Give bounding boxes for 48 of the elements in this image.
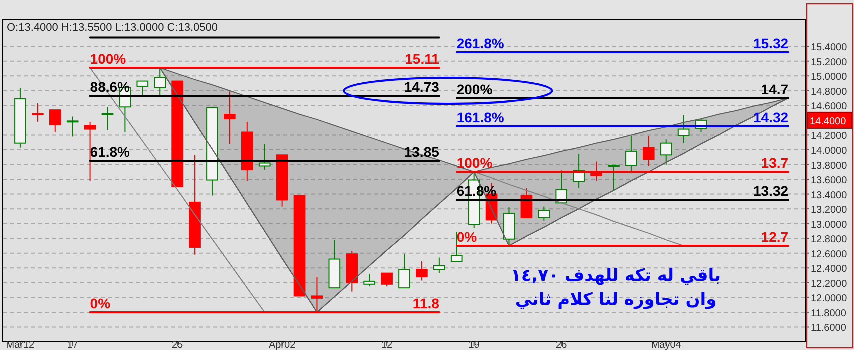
y-tick-label: 11.8000 [811, 308, 847, 320]
annotation: 88.6% [90, 79, 131, 96]
y-tick-label: 13.2000 [811, 205, 848, 216]
y-tick-label: 14.2000 [811, 131, 848, 142]
annotation: باقي له تكه للهدف ١٤,٧٠ [510, 266, 722, 286]
annotation: 11.8 [412, 295, 440, 312]
annotation: 15.11 [405, 51, 440, 68]
annotation: O:13.4000 H:13.5500 L:13.0000 C:13.0500 [7, 22, 218, 34]
x-tick-label: 12 [381, 340, 394, 350]
annotation: 15.32 [753, 35, 789, 52]
y-tick-label: 13.6000 [811, 176, 848, 187]
y-tick-label: 13.8000 [811, 160, 848, 172]
x-tick-label: 17 [67, 340, 79, 350]
y-tick-label: 13.0000 [811, 220, 848, 231]
annotation: 14.73 [404, 79, 440, 96]
annotation: 12.7 [761, 228, 789, 245]
annotation: 0% [90, 295, 112, 312]
y-tick-label: 14.6000 [811, 102, 848, 113]
annotation: 100% [456, 155, 494, 172]
annotation: 161.8% [456, 109, 505, 126]
y-tick-label: 12.4000 [811, 264, 848, 276]
annotation: 14.32 [753, 109, 789, 126]
annotation: 100% [90, 51, 127, 68]
annotation: 14.7 [761, 81, 789, 98]
annotation: 13.32 [753, 183, 789, 200]
text: 14.4000 [810, 116, 847, 128]
y-tick-label: 14.8000 [811, 86, 848, 98]
y-tick-label: 11.6000 [811, 323, 847, 334]
y-tick-label: 15.0000 [811, 72, 848, 84]
y-tick-label: 15.2000 [811, 57, 848, 68]
y-tick-label: 15.4000 [811, 42, 848, 54]
x-tick-label: Apr02 [268, 340, 296, 350]
annotation: 200% [456, 81, 494, 98]
annotation: 0% [456, 228, 478, 245]
y-tick-label: 14.0000 [811, 146, 848, 157]
x-tick-label: 19 [468, 340, 480, 350]
x-tick-label: 25 [172, 340, 184, 350]
annotation: وان تجاوزه لنا كلام ثاني [515, 290, 717, 310]
y-tick-label: 12.2000 [811, 278, 848, 290]
y-tick-label: 13.4000 [811, 190, 848, 202]
y-tick-label: 12.8000 [811, 234, 848, 246]
y-tick-label: 12.0000 [811, 294, 848, 305]
x-tick-label: 26 [556, 340, 568, 350]
x-tick-label: May04 [651, 340, 682, 350]
y-tick-label: 12.6000 [811, 249, 848, 260]
annotation: 13.7 [761, 155, 789, 172]
annotation: 261.8% [456, 35, 505, 52]
x-tick-label: Mar12 [6, 340, 36, 350]
